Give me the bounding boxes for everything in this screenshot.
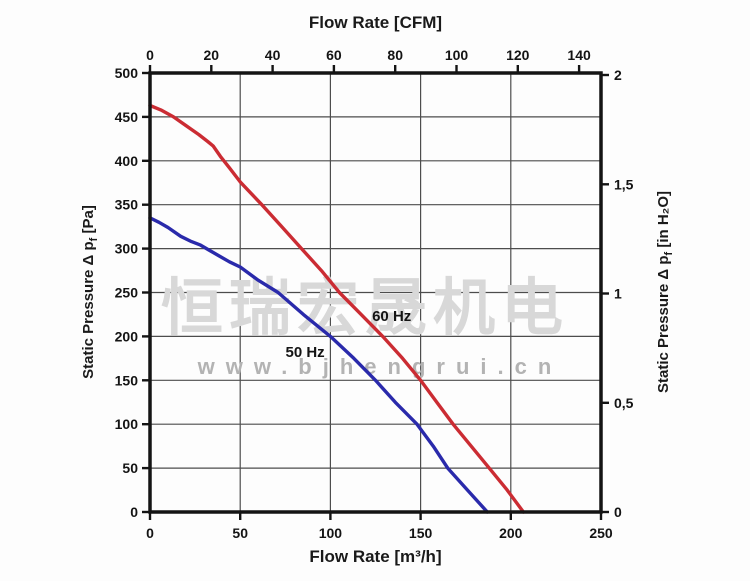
bottom-tick-label: 50: [232, 525, 248, 541]
top-tick-label: 80: [387, 47, 403, 63]
bottom-axis-title: Flow Rate [m³/h]: [309, 547, 442, 566]
curve-label-50hz: 50 Hz: [286, 344, 325, 361]
curve-60hz: [148, 103, 526, 514]
left-tick-label: 500: [115, 65, 139, 81]
watermark-url-text: www.bjhengrui.cn: [197, 354, 563, 379]
top-tick-label: 40: [265, 47, 281, 63]
top-tick-label: 140: [567, 47, 591, 63]
right-tick-label: 1: [614, 286, 622, 302]
left-tick-label: 0: [130, 504, 138, 520]
top-tick-label: 20: [204, 47, 220, 63]
curve-label-60hz: 60 Hz: [372, 308, 411, 325]
bottom-tick-label: 200: [499, 525, 523, 541]
right-tick-label: 1,5: [614, 176, 634, 192]
top-tick-label: 120: [506, 47, 530, 63]
left-tick-label: 50: [122, 460, 138, 476]
left-tick-label: 150: [115, 372, 139, 388]
right-tick-label: 2: [614, 67, 622, 83]
left-tick-label: 200: [115, 328, 139, 344]
left-tick-label: 350: [115, 197, 139, 213]
bottom-tick-label: 250: [589, 525, 613, 541]
right-tick-label: 0,5: [614, 395, 634, 411]
left-tick-label: 450: [115, 109, 139, 125]
left-tick-label: 250: [115, 285, 139, 301]
left-tick-label: 400: [115, 153, 139, 169]
top-tick-label: 60: [326, 47, 342, 63]
bottom-tick-label: 150: [409, 525, 433, 541]
bottom-tick-label: 100: [319, 525, 343, 541]
top-tick-label: 0: [146, 47, 154, 63]
left-tick-label: 100: [115, 416, 139, 432]
top-tick-label: 100: [445, 47, 469, 63]
watermark-company-text: 恒瑞宏晟机电: [161, 274, 569, 343]
top-axis-title: Flow Rate [CFM]: [308, 13, 443, 32]
right-tick-label: 0: [614, 504, 622, 520]
curve-50hz: [148, 216, 489, 514]
left-tick-label: 300: [115, 241, 139, 257]
bottom-tick-label: 0: [146, 525, 154, 541]
plot-border: [148, 71, 603, 514]
